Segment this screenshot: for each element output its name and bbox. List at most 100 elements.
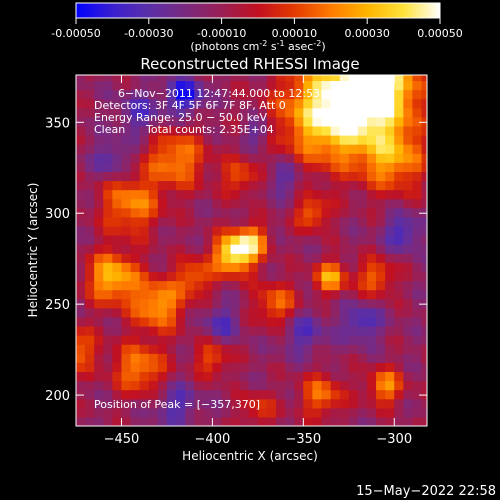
heatmap-cell xyxy=(157,353,168,363)
heatmap-cell xyxy=(94,262,104,273)
heatmap-cell xyxy=(176,216,186,227)
heatmap-cell xyxy=(403,344,414,354)
heatmap-cell xyxy=(130,289,141,300)
heatmap-cell xyxy=(148,244,159,254)
heatmap-cell xyxy=(403,262,414,273)
heatmap-cell xyxy=(157,235,168,245)
heatmap-cell xyxy=(76,335,86,345)
heatmap-cell xyxy=(312,398,323,409)
heatmap-cell xyxy=(403,107,414,118)
heatmap-cell xyxy=(166,407,177,418)
heatmap-cell xyxy=(112,244,123,254)
heatmap-cell xyxy=(403,335,414,345)
heatmap-cell xyxy=(230,298,241,309)
heatmap-cell xyxy=(112,380,123,391)
heatmap-cell xyxy=(303,271,314,282)
heatmap-cell xyxy=(121,207,132,218)
heatmap-cell xyxy=(103,225,113,236)
heatmap-cell xyxy=(176,144,186,154)
heatmap-cell xyxy=(330,162,341,172)
heatmap-cell xyxy=(321,298,332,309)
heatmap-cell xyxy=(421,271,427,282)
heatmap-cell xyxy=(221,216,232,227)
heatmap-cell xyxy=(239,253,250,263)
heatmap-cell xyxy=(357,80,368,91)
heatmap-cell xyxy=(230,407,241,418)
heatmap-cell xyxy=(130,225,141,236)
heatmap-cell xyxy=(212,398,223,409)
heatmap-cell xyxy=(176,271,186,282)
x-tick-label: −450 xyxy=(104,432,140,447)
heatmap-cell xyxy=(276,253,286,263)
heatmap-cell xyxy=(276,107,286,118)
heatmap-cell xyxy=(376,371,386,382)
heatmap-cell xyxy=(421,216,427,227)
heatmap-cell xyxy=(103,189,113,200)
heatmap-cell xyxy=(412,235,423,245)
heatmap-cell xyxy=(394,180,404,191)
heatmap-cell xyxy=(176,135,186,145)
heatmap-cell xyxy=(312,125,323,136)
heatmap-cell xyxy=(139,307,150,318)
heatmap-cell xyxy=(103,353,113,363)
heatmap-cell xyxy=(394,207,404,218)
heatmap-cell xyxy=(403,125,414,136)
heatmap-cell xyxy=(176,307,186,318)
heatmap-cell xyxy=(112,153,123,163)
heatmap-cell xyxy=(212,135,223,145)
heatmap-cell xyxy=(376,75,386,82)
heatmap-cell xyxy=(166,416,177,426)
heatmap-cell xyxy=(85,280,95,291)
heatmap-cell xyxy=(85,153,95,163)
heatmap-cell xyxy=(330,262,341,273)
heatmap-cell xyxy=(266,125,277,136)
heatmap-cell xyxy=(239,298,250,309)
heatmap-cell xyxy=(257,371,268,382)
heatmap-cell xyxy=(194,153,204,163)
heatmap-cell xyxy=(76,180,86,191)
heatmap-cell xyxy=(194,335,204,345)
heatmap-cell xyxy=(276,389,286,400)
heatmap-cell xyxy=(312,135,323,145)
heatmap-cell xyxy=(157,116,168,127)
heatmap-cell xyxy=(348,198,359,209)
heatmap-cell xyxy=(412,107,423,118)
heatmap-cell xyxy=(285,344,295,354)
heatmap-cell xyxy=(366,316,377,327)
colorbar-gradient xyxy=(76,3,440,18)
heatmap-cell xyxy=(148,316,159,327)
heatmap-cell xyxy=(203,198,213,209)
heatmap-cell xyxy=(166,271,177,282)
heatmap-cell xyxy=(339,353,350,363)
heatmap-cell xyxy=(194,162,204,172)
heatmap-cell xyxy=(221,89,232,100)
heatmap-cell xyxy=(203,144,213,154)
heatmap-cell xyxy=(312,162,323,172)
heatmap-cell xyxy=(139,216,150,227)
heatmap-cell xyxy=(103,89,113,100)
heatmap-cell xyxy=(221,75,232,82)
heatmap-cell xyxy=(376,316,386,327)
heatmap-cell xyxy=(357,162,368,172)
heatmap-cell xyxy=(248,135,259,145)
heatmap-cell xyxy=(321,344,332,354)
heatmap-cell xyxy=(257,125,268,136)
heatmap-cell xyxy=(385,116,395,127)
heatmap-cell xyxy=(148,153,159,163)
heatmap-cell xyxy=(194,298,204,309)
heatmap-cell xyxy=(357,271,368,282)
heatmap-cell xyxy=(248,80,259,91)
heatmap-cell xyxy=(321,189,332,200)
heatmap-cell xyxy=(130,262,141,273)
heatmap-cell xyxy=(112,407,123,418)
heatmap-cell xyxy=(112,362,123,373)
heatmap-cell xyxy=(376,380,386,391)
heatmap-cell xyxy=(285,153,295,163)
heatmap-cell xyxy=(276,198,286,209)
heatmap-cell xyxy=(221,298,232,309)
heatmap-cell xyxy=(321,416,332,426)
heatmap-cell xyxy=(230,116,241,127)
heatmap-cell xyxy=(303,307,314,318)
heatmap-cell xyxy=(403,162,414,172)
heatmap-cell xyxy=(366,207,377,218)
